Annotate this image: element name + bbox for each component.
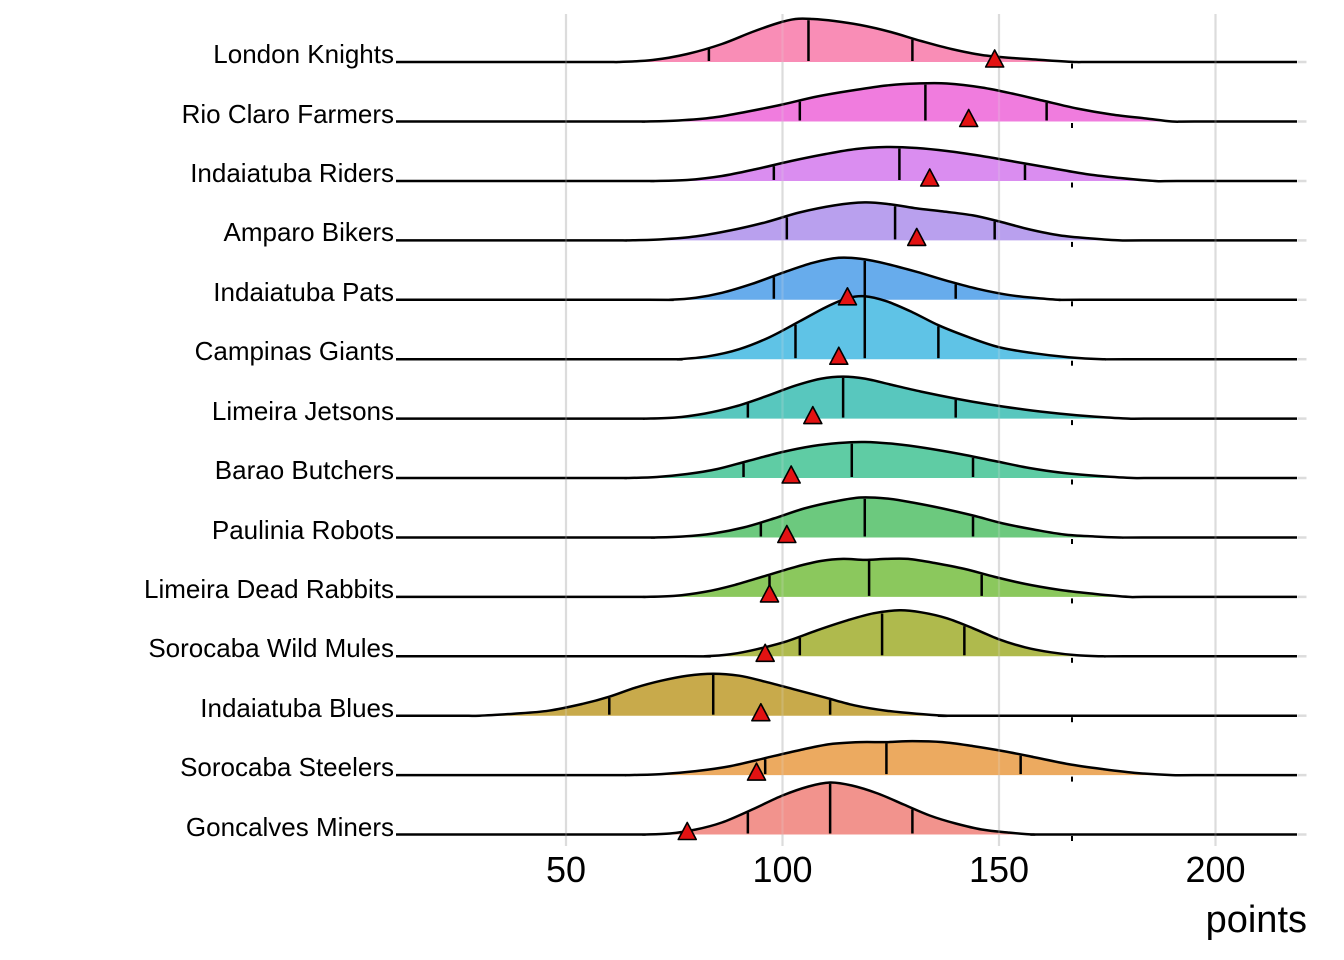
team-label: Rio Claro Farmers [181,98,394,129]
density-curve [395,145,1297,183]
team-label: Limeira Jetsons [211,395,394,426]
gridlines [564,14,1217,846]
team-label: Amparo Bikers [223,217,395,248]
density-curve [396,201,1297,242]
team-label: Campinas Giants [194,336,394,367]
ridge-row [396,201,1307,247]
ridge-row [395,145,1307,188]
density-curve [396,739,1297,777]
triangle-marker [906,227,927,247]
ridge-row [396,739,1307,782]
triangle-marker [837,286,858,306]
team-label: Indaiatuba Riders [190,158,394,188]
density-curve [396,17,1297,64]
team-label: Paulinia Robots [211,514,394,545]
ridge-row [396,294,1307,366]
team-label: Sorocaba Wild Mules [148,633,394,664]
density-curve [396,781,1297,836]
triangle-marker [781,465,801,484]
density-curve [396,375,1297,420]
team-label: Goncalves Miners [185,811,394,842]
triangle-marker [828,346,849,366]
x-tick-label: 50 [545,849,587,890]
x-tick-label: 100 [752,849,813,890]
ridge-row [396,557,1307,604]
triangle-marker [919,168,940,187]
density-curve [396,81,1297,123]
triangle-marker [958,108,979,128]
ridge-row [396,81,1307,128]
density-curve [395,256,1297,302]
team-label: Indaiatuba Blues [200,692,394,723]
density-curve [396,609,1297,658]
team-label: Limeira Dead Rabbits [143,573,394,604]
ridge-row [396,375,1307,426]
triangle-marker [777,524,797,544]
triangle-marker [755,643,775,663]
ridge-row [396,496,1307,544]
x-tick-label: 200 [1185,849,1246,890]
density-curve [396,496,1297,539]
team-label: Barao Butchers [214,455,394,485]
triangle-marker [751,702,771,722]
ridge-row [396,609,1307,663]
triangle-marker [677,821,698,841]
triangle-marker [984,49,1005,68]
ridge-row [396,440,1307,485]
density-curve [396,294,1297,361]
ridge-row [395,256,1307,307]
density-curve [396,672,1297,718]
ridge-row [396,17,1307,69]
density-curve [396,557,1297,599]
team-label: Sorocaba Steelers [180,752,394,783]
triangle-marker [759,584,780,603]
x-axis-title: points [1205,899,1307,941]
team-label: Indaiatuba Pats [213,276,394,307]
gridlines-overlay [564,14,1217,846]
density-curve [396,440,1297,480]
x-tick-label: 150 [968,849,1030,890]
ridge-row [396,672,1307,723]
markers [677,49,1005,841]
triangle-marker [746,762,767,781]
triangle-marker [803,405,823,425]
team-label: London Knights [213,39,394,69]
ridge-row [396,781,1307,841]
